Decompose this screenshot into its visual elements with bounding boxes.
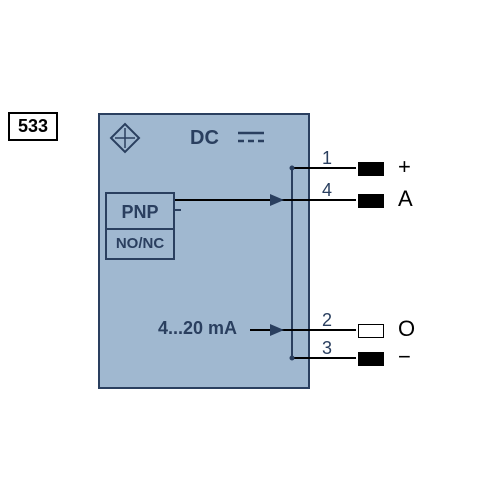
pin4-connector-icon — [358, 194, 384, 208]
wiring-svg — [0, 0, 500, 500]
arrow-pin4-icon — [270, 194, 284, 206]
pin3-number: 3 — [322, 338, 332, 359]
sensor-diamond-icon — [111, 124, 139, 152]
dc-text: DC — [190, 127, 219, 149]
nonc-box: NO/NC — [105, 228, 175, 260]
junction-dot — [290, 166, 295, 171]
pin3-sym-text: − — [398, 344, 411, 369]
pin2-sym-text: O — [398, 316, 415, 341]
arrow-pin2-icon — [270, 324, 284, 336]
pin4-number: 4 — [322, 180, 332, 201]
junction-dot — [290, 356, 295, 361]
pnp-label: PNP — [121, 202, 158, 222]
pin1-symbol: + — [398, 154, 411, 180]
pin2-connector-icon — [358, 324, 384, 338]
pin4-symbol: A — [398, 186, 413, 212]
pin3-num-text: 3 — [322, 338, 332, 358]
nonc-label: NO/NC — [116, 235, 164, 252]
pin4-num-text: 4 — [322, 180, 332, 200]
dc-label: DC — [190, 127, 219, 150]
pin2-num-text: 2 — [322, 310, 332, 330]
pin1-sym-text: + — [398, 154, 411, 179]
pin3-connector-icon — [358, 352, 384, 366]
pin1-num-text: 1 — [322, 148, 332, 168]
pin3-symbol: − — [398, 344, 411, 370]
current-text: 4...20 mA — [158, 318, 237, 338]
diagram-container: 533 — [0, 0, 500, 500]
pin1-connector-icon — [358, 162, 384, 176]
pin2-symbol: O — [398, 316, 415, 342]
dc-symbol-icon — [238, 133, 264, 141]
pin1-number: 1 — [322, 148, 332, 169]
current-range-label: 4...20 mA — [158, 318, 237, 339]
pin2-number: 2 — [322, 310, 332, 331]
pnp-box: PNP — [105, 192, 175, 232]
pin4-sym-text: A — [398, 186, 413, 211]
